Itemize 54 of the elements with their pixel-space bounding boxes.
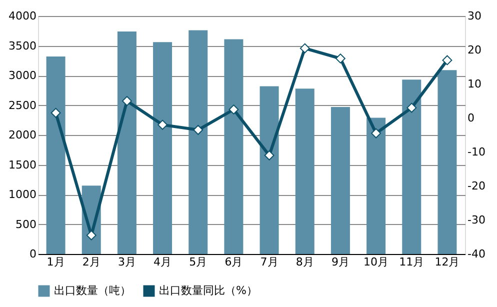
y-tick-label: 2000 [8,128,36,142]
bar [117,31,136,254]
x-tick-label: 1月 [46,256,65,268]
bar [224,39,244,254]
x-tick-label: 3月 [118,256,136,268]
y2-tick-label: -20 [468,180,486,192]
point [50,108,61,118]
y2-tick-label: 20 [468,44,482,56]
x-tick-label: 5月 [189,256,208,268]
point [371,128,382,138]
point [406,102,417,113]
bar [366,118,386,254]
y2-tick-label: 30 [468,10,482,22]
y-tick-label: 4000 [8,10,36,22]
y-tick-label: 500 [16,218,36,231]
bar [438,70,457,254]
x-tick-label: 4月 [154,256,172,268]
y-tick-label: 3500 [8,39,36,52]
point [158,120,168,130]
point [264,150,274,160]
y2-tick-label: 0 [468,112,474,124]
y-tick-label: 0 [30,248,36,260]
x-tick-label: 8月 [296,256,314,268]
x-tick-label: 7月 [260,256,278,268]
y-tick-label: 1000 [8,188,36,201]
y2-tick-label: 10 [468,78,482,90]
y2-tick-label: -30 [468,214,486,226]
point [442,55,452,66]
y-tick-label: 2500 [8,98,36,112]
legend-label: 出口数量同比（%） [159,284,258,297]
x-tick-label: 10月 [364,256,389,268]
y2-tick-label: -40 [468,248,486,260]
x-tick-label: 12月 [434,256,460,268]
point [228,104,239,114]
bar [260,86,279,254]
point [335,54,346,64]
x-tick-label: 9月 [331,256,350,268]
bar [188,30,208,254]
y2-tick-label: -10 [468,146,486,158]
x-tick-label: 11月 [399,256,424,268]
legend-label: 出口数量（吨） [54,284,131,297]
x-tick-label: 2月 [82,256,100,268]
bar [153,42,172,254]
bar [46,56,66,254]
bar [402,80,422,254]
point [86,230,96,240]
point [300,43,310,54]
y-tick-label: 3000 [8,69,36,82]
y-tick-label: 1500 [8,158,36,172]
point [193,124,204,135]
point [122,96,132,106]
bar [330,107,350,254]
bar [295,88,314,254]
x-tick-label: 6月 [224,256,243,268]
